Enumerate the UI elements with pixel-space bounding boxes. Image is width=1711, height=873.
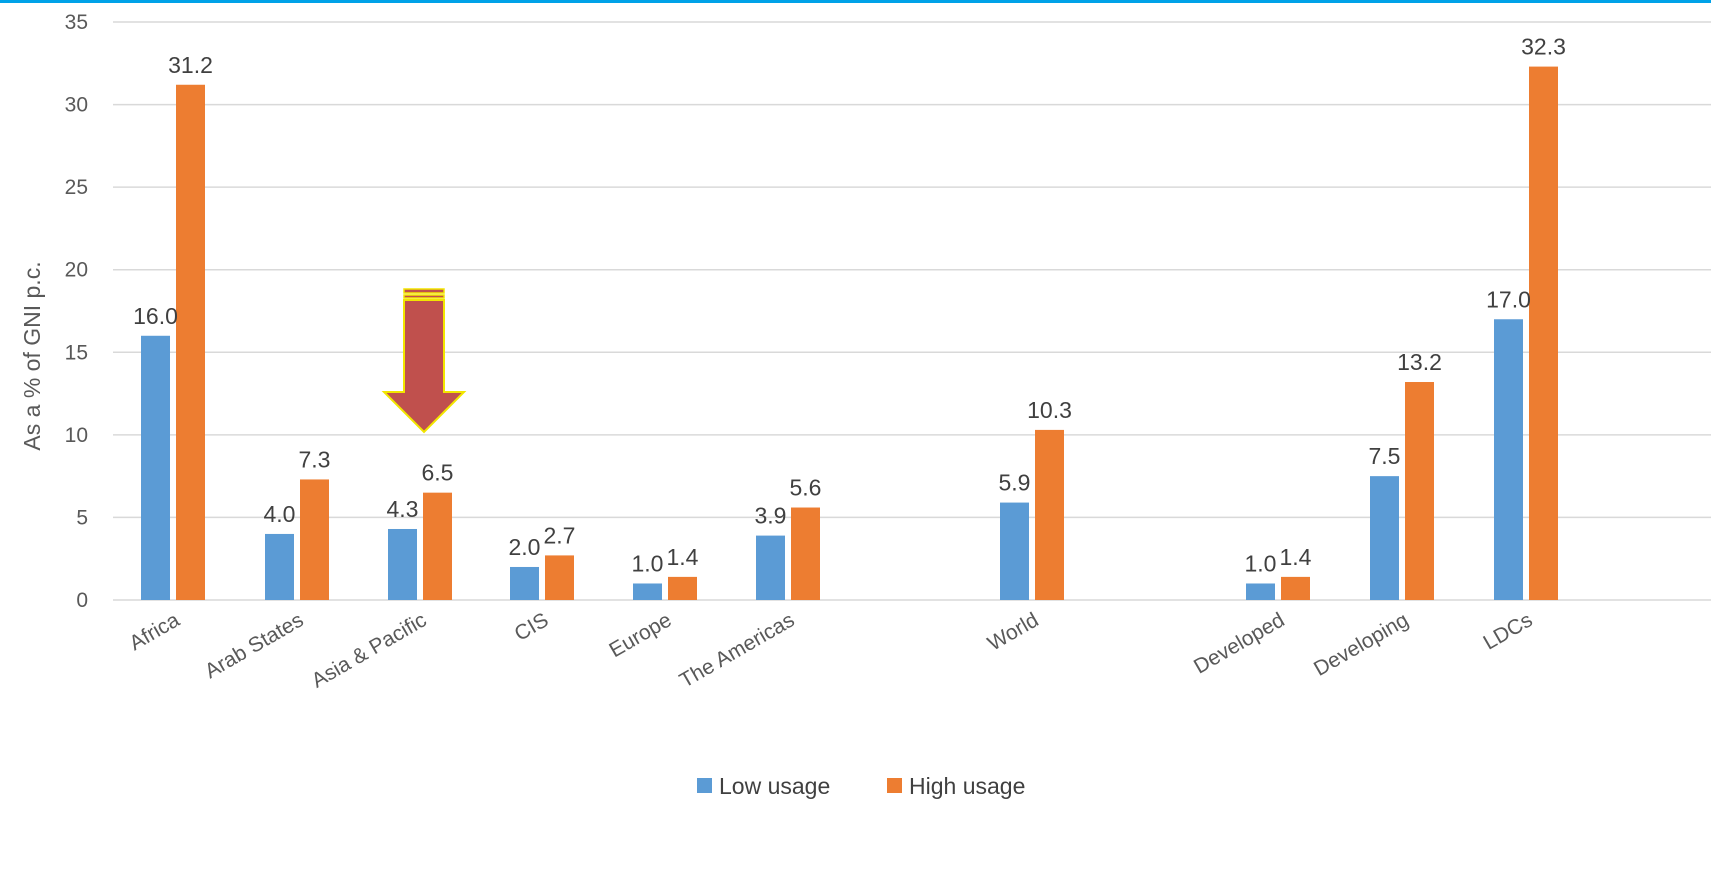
bar-high — [423, 492, 452, 600]
legend-swatch — [887, 778, 902, 793]
category-label: Developing — [1310, 608, 1413, 680]
bar-low — [633, 583, 662, 600]
data-label: 3.9 — [755, 503, 787, 529]
arrow-down-shape — [381, 299, 467, 434]
bar-high — [1405, 382, 1434, 600]
legend-swatch — [697, 778, 712, 793]
data-label: 5.6 — [790, 475, 822, 501]
bar-low — [1000, 502, 1029, 600]
data-label: 7.3 — [299, 446, 331, 472]
y-tick-label: 25 — [65, 176, 88, 199]
data-label: 2.0 — [509, 534, 541, 560]
bar-high — [176, 84, 205, 601]
data-label: 16.0 — [133, 303, 178, 329]
category-label: Europe — [605, 608, 675, 662]
category-label: Asia & Pacific — [308, 608, 431, 692]
bar-low — [141, 335, 170, 600]
data-label: 13.2 — [1397, 349, 1442, 375]
bar-high — [300, 479, 329, 600]
data-label: 1.0 — [1245, 550, 1277, 576]
bar-low — [388, 528, 417, 600]
bars — [141, 66, 1558, 601]
data-label: 1.4 — [667, 544, 699, 570]
data-label: 32.3 — [1521, 34, 1566, 60]
data-label: 5.9 — [999, 470, 1031, 496]
category-label: LDCs — [1480, 608, 1537, 654]
legend-label: Low usage — [719, 773, 830, 799]
category-label: Developed — [1190, 608, 1288, 678]
category-label: Arab States — [201, 608, 308, 683]
y-tick-label: 0 — [76, 589, 88, 612]
bar-high — [1281, 576, 1310, 600]
data-label: 7.5 — [1369, 443, 1401, 469]
category-label: The Americas — [676, 608, 799, 692]
y-axis-label: As a % of GNI p.c. — [19, 261, 45, 450]
data-label: 17.0 — [1486, 286, 1531, 312]
bar-low — [265, 533, 294, 600]
bar-low — [510, 566, 539, 600]
legend-label: High usage — [909, 773, 1025, 799]
data-label: 1.4 — [1280, 544, 1312, 570]
arrow-stripe — [403, 288, 445, 294]
bar-high — [1035, 429, 1064, 600]
bar-low — [1370, 476, 1399, 600]
bar-low — [1246, 583, 1275, 600]
y-tick-label: 30 — [65, 94, 88, 117]
data-label: 4.3 — [387, 496, 419, 522]
arrow-stripe — [403, 294, 445, 299]
y-tick-label: 5 — [76, 506, 88, 529]
legend-item: High usage — [887, 773, 1025, 799]
gridlines — [113, 21, 1711, 601]
data-labels: 16.0 4.0 4.3 2.0 1.0 3.9 5.9 1.0 7.5 17.0 31.2 7.3 6… — [133, 34, 1566, 577]
data-label: 2.7 — [544, 522, 576, 548]
bar-high — [545, 555, 574, 600]
bar-high — [791, 507, 820, 600]
bar-high — [668, 576, 697, 600]
category-labels: Africa Arab States Asia & Pacific CIS Europe… — [126, 608, 1537, 692]
data-label: 6.5 — [422, 460, 454, 486]
data-label: 31.2 — [168, 52, 213, 78]
bar-low — [756, 535, 785, 600]
annotations — [381, 288, 467, 434]
y-tick-label: 35 — [65, 11, 88, 34]
bar-low — [1494, 319, 1523, 600]
category-label: CIS — [511, 608, 553, 645]
bar-high — [1529, 66, 1558, 601]
y-tick-label: 10 — [65, 424, 88, 447]
y-tick-label: 15 — [65, 341, 88, 364]
arrow-annotation — [381, 288, 467, 434]
legend-item: Low usage — [697, 773, 830, 799]
data-label: 10.3 — [1027, 397, 1072, 423]
y-axis-ticks: 0 5 10 15 20 25 30 35 — [65, 11, 88, 612]
legend: Low usage High usage — [697, 773, 1025, 799]
category-label: Africa — [126, 608, 184, 655]
y-tick-label: 20 — [65, 259, 88, 282]
category-label: World — [984, 608, 1043, 655]
top-border-line — [0, 0, 1711, 3]
data-label: 4.0 — [264, 501, 296, 527]
data-label: 1.0 — [632, 550, 664, 576]
